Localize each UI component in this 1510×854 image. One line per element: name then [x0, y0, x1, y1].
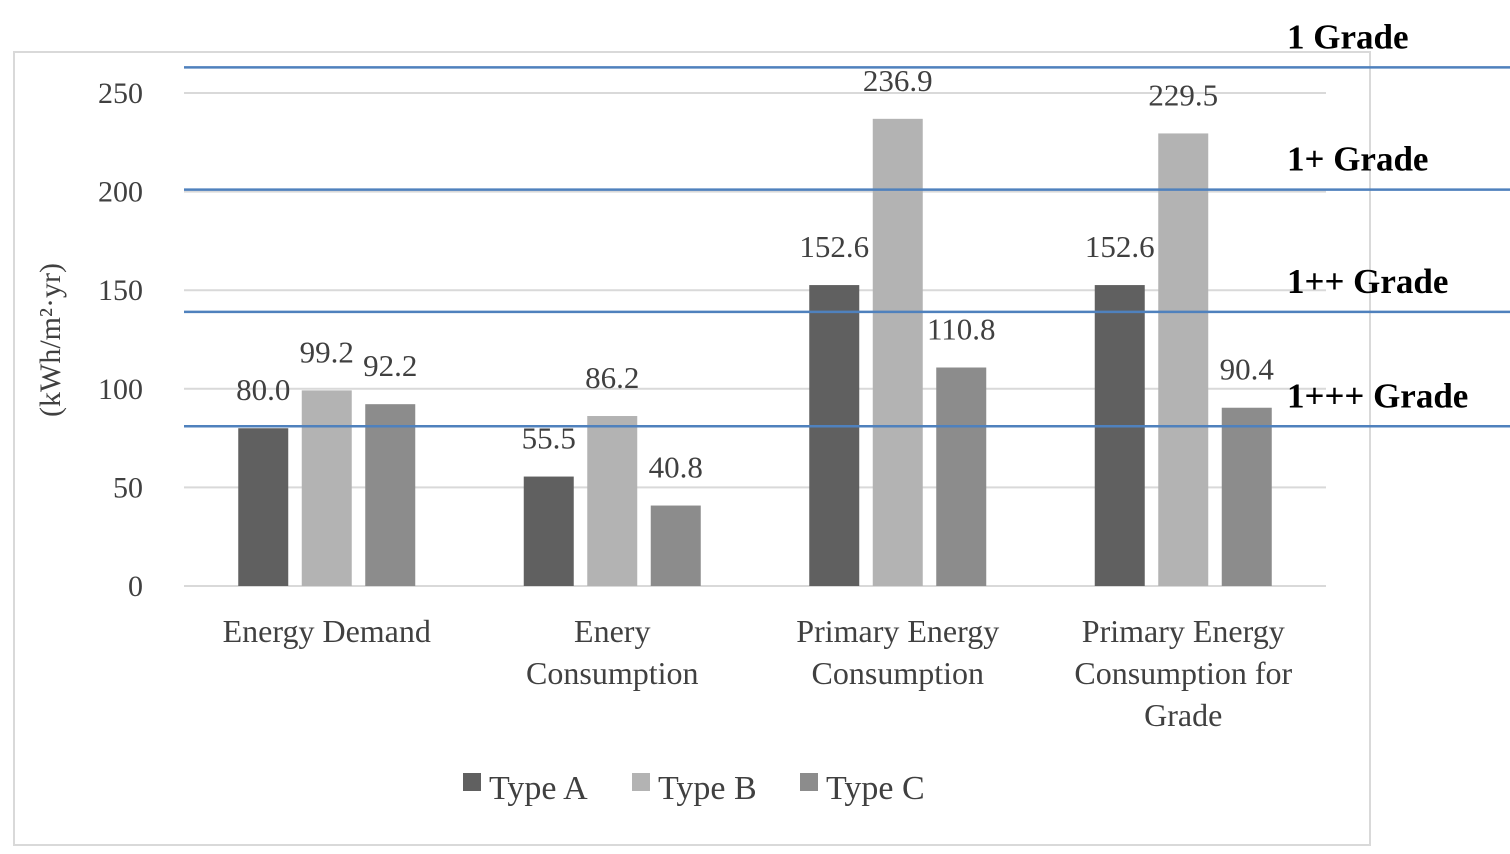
- data-label-type-c-1: 40.8: [649, 450, 703, 485]
- data-label-type-c-2: 110.8: [927, 312, 996, 347]
- bar-type-a-1: [523, 476, 574, 586]
- category-label-3-line-0: Primary Energy: [1082, 613, 1285, 649]
- y-tick-label-100: 100: [98, 373, 143, 406]
- legend-swatch-type-b: [632, 773, 650, 791]
- bars: [238, 118, 1272, 587]
- y-axis-title: (kWh/m²·yr): [34, 263, 67, 417]
- legend-swatch-type-a: [463, 773, 481, 791]
- category-label-2-line-0: Primary Energy: [796, 613, 999, 649]
- bar-type-a-0: [238, 428, 289, 586]
- grade-label-3: 1+++ Grade: [1287, 376, 1468, 415]
- grade-label-0: 1 Grade: [1287, 17, 1409, 56]
- bar-type-b-0: [301, 390, 352, 586]
- category-label-3-line-2: Grade: [1144, 697, 1222, 733]
- category-label-1-line-1: Consumption: [526, 655, 698, 691]
- bar-type-c-3: [1221, 407, 1272, 586]
- data-label-type-b-2: 236.9: [863, 63, 933, 98]
- data-label-type-c-3: 90.4: [1220, 352, 1275, 387]
- y-tick-label-50: 50: [113, 471, 143, 504]
- y-tick-label-0: 0: [128, 570, 143, 603]
- category-label-2-line-1: Consumption: [812, 655, 984, 691]
- legend-label-type-a: Type A: [489, 770, 588, 807]
- category-label-3-line-1: Consumption for: [1074, 655, 1292, 691]
- legend-label-type-c: Type C: [826, 770, 925, 807]
- legend-swatch-type-c: [800, 773, 818, 791]
- labels: 0 50 100 150 200 250 (kWh/m²·yr) 80.0 55.5 152.6 1…: [34, 17, 1468, 733]
- data-label-type-b-1: 86.2: [585, 360, 639, 395]
- data-label-type-a-1: 55.5: [522, 421, 576, 456]
- grade-label-2: 1++ Grade: [1287, 262, 1448, 301]
- bar-type-b-2: [872, 118, 923, 587]
- legend-label-type-b: Type B: [658, 770, 757, 807]
- data-label-type-a-3: 152.6: [1085, 229, 1155, 264]
- data-label-type-a-2: 152.6: [799, 229, 869, 264]
- data-label-type-a-0: 80.0: [236, 372, 290, 407]
- data-label-type-b-0: 99.2: [300, 334, 354, 369]
- bar-type-b-1: [587, 416, 638, 586]
- bar-type-a-2: [809, 285, 860, 586]
- y-tick-label-150: 150: [98, 274, 143, 307]
- data-label-type-c-0: 92.2: [363, 348, 417, 383]
- bar-type-c-1: [650, 505, 701, 586]
- y-tick-label-200: 200: [98, 176, 143, 209]
- bar-type-c-0: [365, 404, 416, 586]
- bar-type-a-3: [1094, 285, 1145, 586]
- data-label-type-b-3: 229.5: [1148, 77, 1218, 112]
- bar-type-b-3: [1158, 133, 1209, 586]
- y-tick-label-250: 250: [98, 77, 143, 110]
- category-label-1-line-0: Enery: [574, 613, 650, 649]
- legend: Type A Type B Type C: [463, 770, 925, 807]
- grade-label-1: 1+ Grade: [1287, 140, 1428, 179]
- bar-type-c-2: [936, 367, 987, 586]
- category-label-0-line-0: Energy Demand: [223, 613, 431, 649]
- grade-lines: [184, 66, 1510, 428]
